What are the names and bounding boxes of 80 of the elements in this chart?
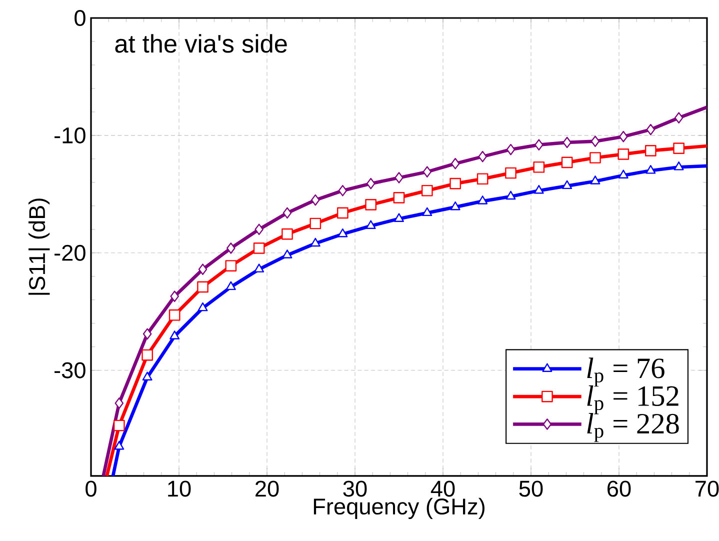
y-axis-title: |S11| (dB) — [28, 198, 50, 295]
legend-label: l$_{p}$ = 152 — [587, 385, 678, 414]
point — [170, 290, 179, 302]
point — [421, 184, 433, 196]
x-tick-label: 30 — [343, 480, 367, 497]
y-tick-label: -30 — [54, 362, 86, 378]
annotation: at the via's side — [115, 34, 287, 53]
point — [254, 224, 264, 236]
y-tick-label: 0 — [74, 10, 86, 26]
point — [338, 228, 348, 238]
point — [114, 440, 124, 450]
point — [226, 242, 236, 254]
point — [337, 207, 348, 219]
x-tick-label: 40 — [430, 480, 455, 497]
point — [254, 264, 264, 272]
point — [282, 207, 292, 219]
x-tick-label: 50 — [519, 480, 543, 497]
point — [450, 201, 460, 210]
point — [590, 176, 600, 184]
point — [618, 130, 628, 142]
point — [282, 228, 293, 240]
point — [506, 190, 516, 200]
point — [142, 349, 153, 361]
point — [365, 199, 376, 210]
point — [366, 220, 376, 229]
point — [533, 161, 545, 173]
point — [674, 161, 684, 170]
point — [197, 281, 208, 293]
point — [198, 302, 208, 312]
point — [310, 218, 322, 230]
point — [422, 166, 432, 178]
x-tick-label: 20 — [256, 480, 279, 497]
point — [168, 309, 180, 321]
point — [673, 142, 684, 154]
point — [646, 164, 656, 174]
point — [478, 196, 488, 204]
point — [142, 328, 152, 340]
x-tick-label: 0 — [86, 480, 96, 497]
point — [562, 180, 572, 190]
point — [618, 148, 630, 160]
point — [590, 136, 600, 147]
point — [394, 213, 404, 222]
x-tick-label: 70 — [696, 480, 719, 497]
x-tick-label: 60 — [608, 480, 631, 497]
point — [422, 207, 432, 216]
point — [561, 156, 573, 168]
point — [534, 184, 544, 194]
point — [506, 144, 516, 156]
point — [114, 398, 124, 409]
point — [646, 124, 656, 136]
y-tick-label: -10 — [54, 127, 86, 144]
point — [476, 173, 488, 185]
point — [226, 281, 236, 290]
x-axis-title: Frequency (GHz) — [314, 498, 484, 520]
point — [310, 238, 320, 247]
point — [645, 145, 656, 156]
point — [618, 170, 628, 178]
point — [505, 167, 516, 179]
point — [366, 178, 376, 190]
point — [225, 260, 237, 272]
point — [674, 112, 684, 124]
point — [478, 150, 487, 162]
legend-label: l$_{p}$ = 228 — [587, 413, 679, 442]
point — [534, 139, 544, 150]
point — [198, 264, 208, 275]
point — [253, 242, 265, 254]
point — [394, 172, 404, 184]
point — [142, 372, 152, 380]
x-tick-label: 10 — [168, 480, 191, 497]
point — [170, 330, 180, 340]
point — [282, 250, 292, 258]
y-tick-label: -20 — [54, 244, 86, 261]
point — [310, 194, 320, 206]
point — [590, 152, 601, 164]
point — [113, 420, 125, 432]
point — [338, 184, 348, 196]
point — [393, 192, 405, 204]
point — [450, 158, 460, 170]
point — [450, 178, 461, 190]
point — [562, 136, 572, 148]
